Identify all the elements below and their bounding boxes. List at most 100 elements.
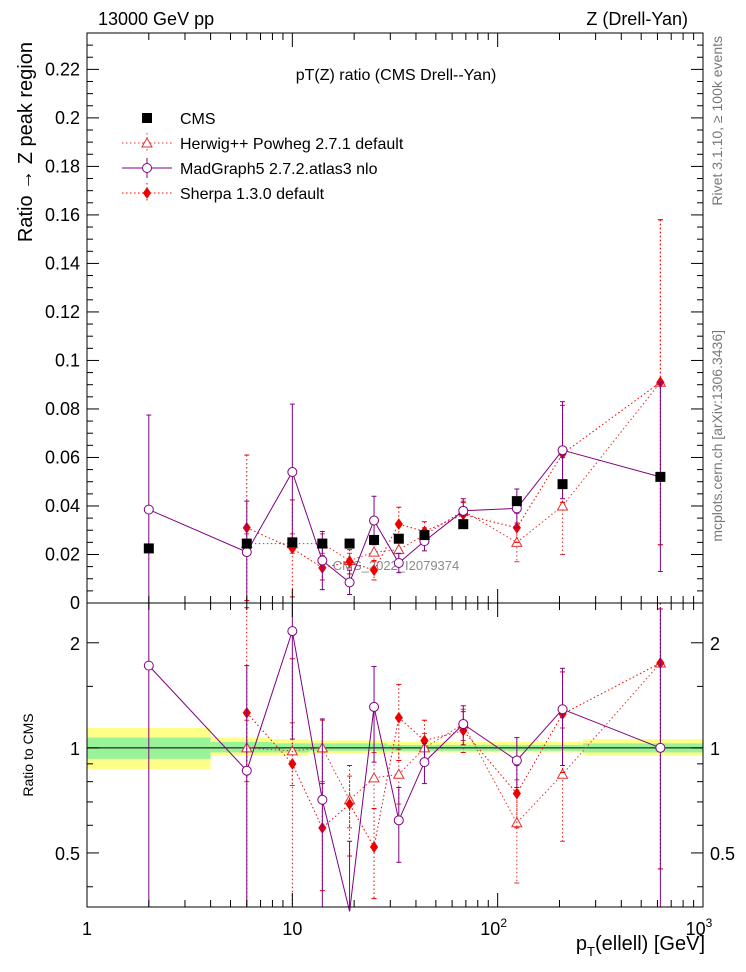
y-tick-label: 0.1: [55, 350, 80, 370]
data-point: [368, 546, 380, 557]
data-point: [241, 547, 252, 558]
ratio-series-madgraph5-2-7-2-atlas3-nlo: [143, 603, 666, 912]
ratio-point: [458, 719, 469, 730]
ratio-y-label: Ratio to CMS: [20, 713, 36, 796]
y-tick-label: 0.02: [45, 544, 80, 564]
ratio-panel: 0.5 0.51 12 2 Ratio to CMS 1 10 102 103 pT(ell…: [20, 602, 735, 959]
ratio-y-tick-label-right: 2: [710, 634, 720, 654]
ratio-y-tick-label-left: 1: [70, 739, 80, 759]
ratio-point: [655, 742, 666, 753]
y-tick-label: 0.06: [45, 447, 80, 467]
legend-item: CMS: [142, 111, 216, 128]
ratio-point: [392, 768, 405, 779]
series-cms: [143, 471, 666, 554]
ratio-point: [369, 841, 379, 853]
y-tick-label: 0.16: [45, 205, 80, 225]
legend-item: MadGraph5 2.7.2.atlas3 nlo: [122, 158, 378, 178]
legend-marker: [141, 136, 153, 148]
ratio-point: [368, 771, 380, 783]
legend-marker: [142, 163, 152, 173]
data-point: [394, 518, 403, 531]
y-tick-label: 0.18: [45, 156, 80, 176]
data-point: [344, 538, 355, 549]
data-point: [345, 555, 354, 568]
ratio-point: [393, 815, 404, 826]
ratio-point: [556, 768, 569, 779]
x-tick-label: 10: [282, 919, 302, 939]
ratio-y-tick-label-left: 0.5: [55, 844, 80, 864]
data-point: [287, 537, 298, 548]
data-point: [419, 530, 430, 541]
y-tick-label: 0.08: [45, 399, 80, 419]
legend: CMS Herwig++ Powheg 2.7.1 default MadGraph…: [122, 111, 404, 203]
x-tick-label: 1: [82, 919, 92, 939]
uncertainty-band-green: [334, 743, 363, 751]
ratio-y-tick-label-right: 0.5: [710, 844, 735, 864]
data-point: [458, 519, 469, 530]
data-point: [556, 499, 569, 511]
main-y-label: Ratio → Z peak region: [15, 42, 37, 242]
mcplots-label: mcplots.cern.ch [arXiv:1306.3436]: [709, 330, 725, 542]
data-point: [511, 496, 522, 507]
data-point: [317, 555, 328, 566]
ratio-point: [345, 798, 354, 810]
data-point: [143, 504, 154, 515]
legend-label: Herwig++ Powheg 2.7.1 default: [180, 136, 404, 153]
legend-label: MadGraph5 2.7.2.atlas3 nlo: [180, 161, 378, 178]
header-right: Z (Drell-Yan): [586, 9, 688, 29]
series-herwig-powheg-2-7-1-default: [240, 219, 667, 569]
ratio-y-tick-label-left: 2: [70, 634, 80, 654]
data-point: [317, 538, 328, 549]
legend-item: Herwig++ Powheg 2.7.1 default: [122, 133, 404, 153]
data-point: [392, 543, 405, 555]
data-point: [557, 479, 568, 490]
legend-marker: [142, 187, 152, 199]
ratio-y-tick-label-right: 1: [710, 739, 720, 759]
data-point: [369, 564, 379, 577]
data-point: [369, 534, 380, 545]
legend-marker: [142, 113, 152, 123]
ratio-point: [241, 765, 252, 776]
uncertainty-band-green: [210, 741, 273, 753]
uncertainty-band-green: [362, 743, 388, 751]
data-point: [393, 533, 404, 544]
data-point: [458, 505, 469, 516]
data-point: [287, 467, 298, 478]
y-tick-label: 0.14: [45, 253, 80, 273]
ratio-point: [288, 757, 297, 770]
data-point: [369, 515, 380, 526]
ratio-series-line: [148, 630, 661, 912]
y-tick-label: 0.12: [45, 302, 80, 322]
legend-label: CMS: [180, 111, 216, 128]
y-tick-label: 0.22: [45, 59, 80, 79]
legend-label: Sherpa 1.3.0 default: [180, 186, 325, 203]
ratio-point: [419, 757, 430, 768]
ratio-point: [317, 794, 328, 805]
ratio-point: [512, 787, 521, 800]
y-tick-label: 0.2: [55, 108, 80, 128]
ratio-point: [287, 626, 298, 637]
series-line: [246, 381, 661, 571]
data-point: [143, 543, 154, 554]
data-point: [655, 471, 666, 482]
data-point: [557, 445, 568, 456]
ratio-frame: [86, 602, 704, 908]
series-line: [148, 449, 661, 584]
legend-item: Sherpa 1.3.0 default: [122, 183, 325, 203]
series-sherpa-1-3-0-default: [242, 219, 665, 602]
x-axis-label: pT(ellell) [GeV]: [576, 933, 705, 959]
ratio-point: [394, 711, 403, 724]
data-point: [344, 577, 355, 588]
y-tick-label: 0.04: [45, 496, 80, 516]
ratio-point: [143, 660, 154, 671]
x-tick-label: 102: [480, 916, 507, 939]
series-line: [246, 381, 661, 562]
rivet-label: Rivet 3.1.10, ≥ 100k events: [709, 36, 725, 206]
ratio-point: [511, 755, 522, 766]
data-point: [393, 557, 404, 568]
data-point: [241, 538, 252, 549]
header-left: 13000 GeV pp: [98, 9, 214, 29]
main-panel: pT(Z) ratio (CMS Drell--Yan) CMS_2022_I2…: [15, 32, 704, 613]
ratio-point: [557, 704, 568, 715]
